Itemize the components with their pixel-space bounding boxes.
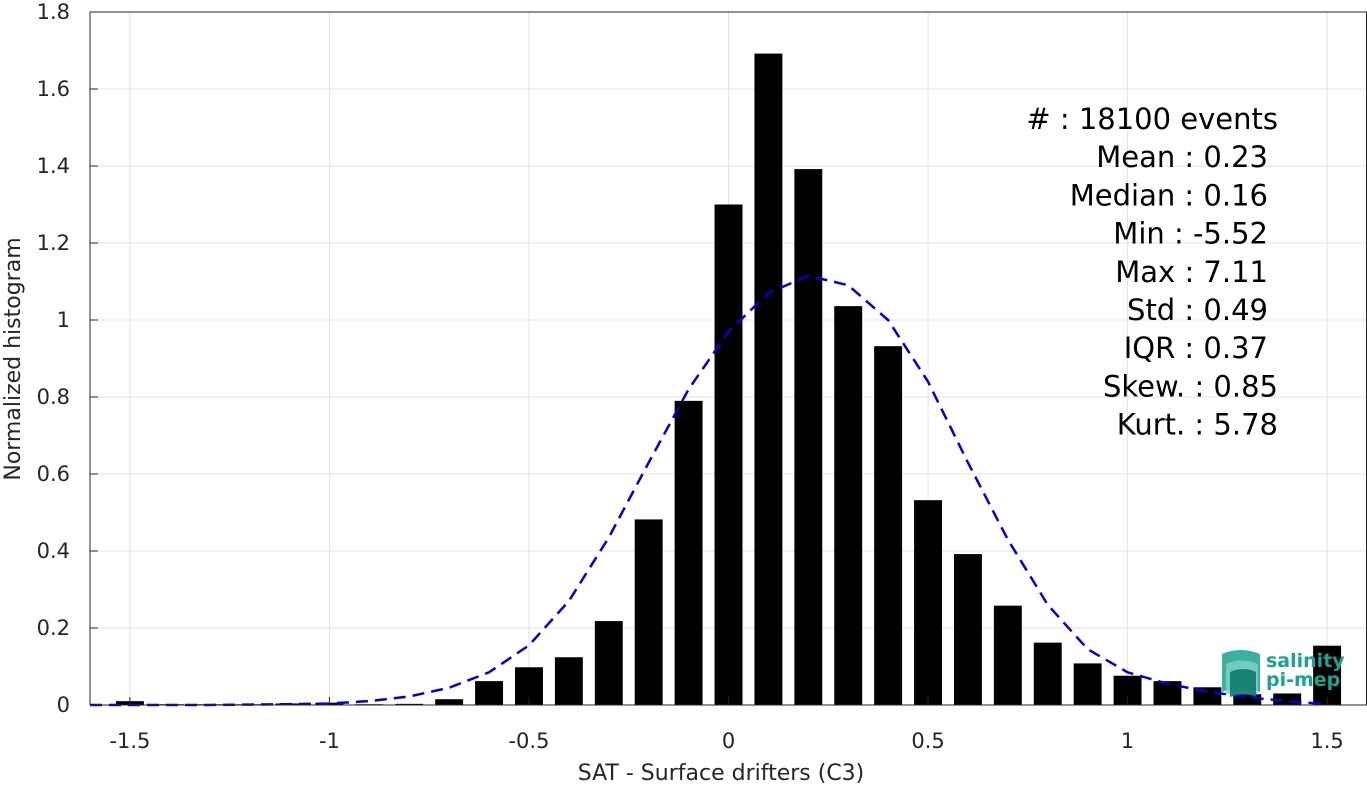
stat-line: IQR : 0.37 <box>1124 331 1268 365</box>
histogram-bar <box>993 605 1022 705</box>
y-tick-label: 1.8 <box>37 0 70 24</box>
logo-wave-icon <box>1222 650 1260 697</box>
x-tick-label: -1.5 <box>109 729 150 753</box>
histogram-bar <box>435 699 464 705</box>
y-tick-label: 1.4 <box>37 154 70 178</box>
histogram-bar <box>1313 645 1342 705</box>
y-tick-label: 0.6 <box>37 462 70 486</box>
histogram-bar <box>1273 693 1302 705</box>
tick-labels: -1.5 -1 -0.5 0 0.5 1 1.5 0 0.2 0.4 0.6 0.8 1 1.2 1.4 1.… <box>37 0 1344 753</box>
salinity-pi-mep-logo: salinity pi-mep <box>1222 650 1345 697</box>
logo-text-pi-mep: pi-mep <box>1266 669 1340 691</box>
normal-fit-dashed-line <box>90 274 1328 707</box>
histogram-bar <box>953 554 982 705</box>
histogram-bar <box>1153 681 1182 705</box>
stat-line: Mean : 0.23 <box>1096 140 1268 174</box>
histogram-bar <box>674 400 703 705</box>
histogram-bar <box>1073 663 1102 705</box>
histogram-bar <box>634 519 663 705</box>
stat-line: Std : 0.49 <box>1127 293 1268 327</box>
histogram-bars <box>115 53 1342 705</box>
x-axis-label: SAT - Surface drifters (C3) <box>578 761 865 785</box>
histogram-bar <box>1233 694 1262 705</box>
histogram-bar <box>874 346 903 705</box>
fit-curve <box>90 274 1328 707</box>
histogram-bar <box>554 657 583 705</box>
x-tick-label: 0 <box>722 729 735 753</box>
histogram-bar <box>834 306 863 705</box>
y-axis-label: Normalized histogram <box>1 237 26 480</box>
x-tick-label: 1.5 <box>1310 729 1343 753</box>
histogram-bar <box>754 53 783 705</box>
y-tick-label: 1 <box>57 308 70 332</box>
histogram-bar <box>794 169 823 705</box>
x-tick-label: -1 <box>319 729 340 753</box>
stat-line: # : 18100 events <box>1026 102 1278 136</box>
statistics-annotation: # : 18100 events Mean : 0.23 Median : 0.16… <box>1026 102 1278 442</box>
logo-text-salinity: salinity <box>1266 650 1345 672</box>
histogram-bar <box>714 204 743 705</box>
histogram-bar <box>1033 642 1062 705</box>
histogram-bar <box>914 500 942 705</box>
histogram-bar <box>475 681 504 705</box>
x-tick-label: 0.5 <box>911 729 944 753</box>
y-tick-label: 0.4 <box>37 539 70 563</box>
histogram-bar <box>395 703 424 705</box>
stat-line: Max : 7.11 <box>1115 255 1268 289</box>
histogram-bar <box>594 621 623 705</box>
stat-line: Skew. : 0.85 <box>1103 369 1278 403</box>
y-tick-label: 0.2 <box>37 616 70 640</box>
stat-line: Kurt. : 5.78 <box>1117 408 1278 442</box>
y-tick-label: 0.8 <box>37 385 70 409</box>
y-tick-label: 0 <box>57 693 70 717</box>
stat-line: Min : -5.52 <box>1113 217 1268 251</box>
y-tick-label: 1.2 <box>37 231 70 255</box>
y-tick-label: 1.6 <box>37 77 70 101</box>
x-tick-label: -0.5 <box>508 729 549 753</box>
x-tick-label: 1 <box>1121 729 1134 753</box>
stat-line: Median : 0.16 <box>1070 178 1268 212</box>
